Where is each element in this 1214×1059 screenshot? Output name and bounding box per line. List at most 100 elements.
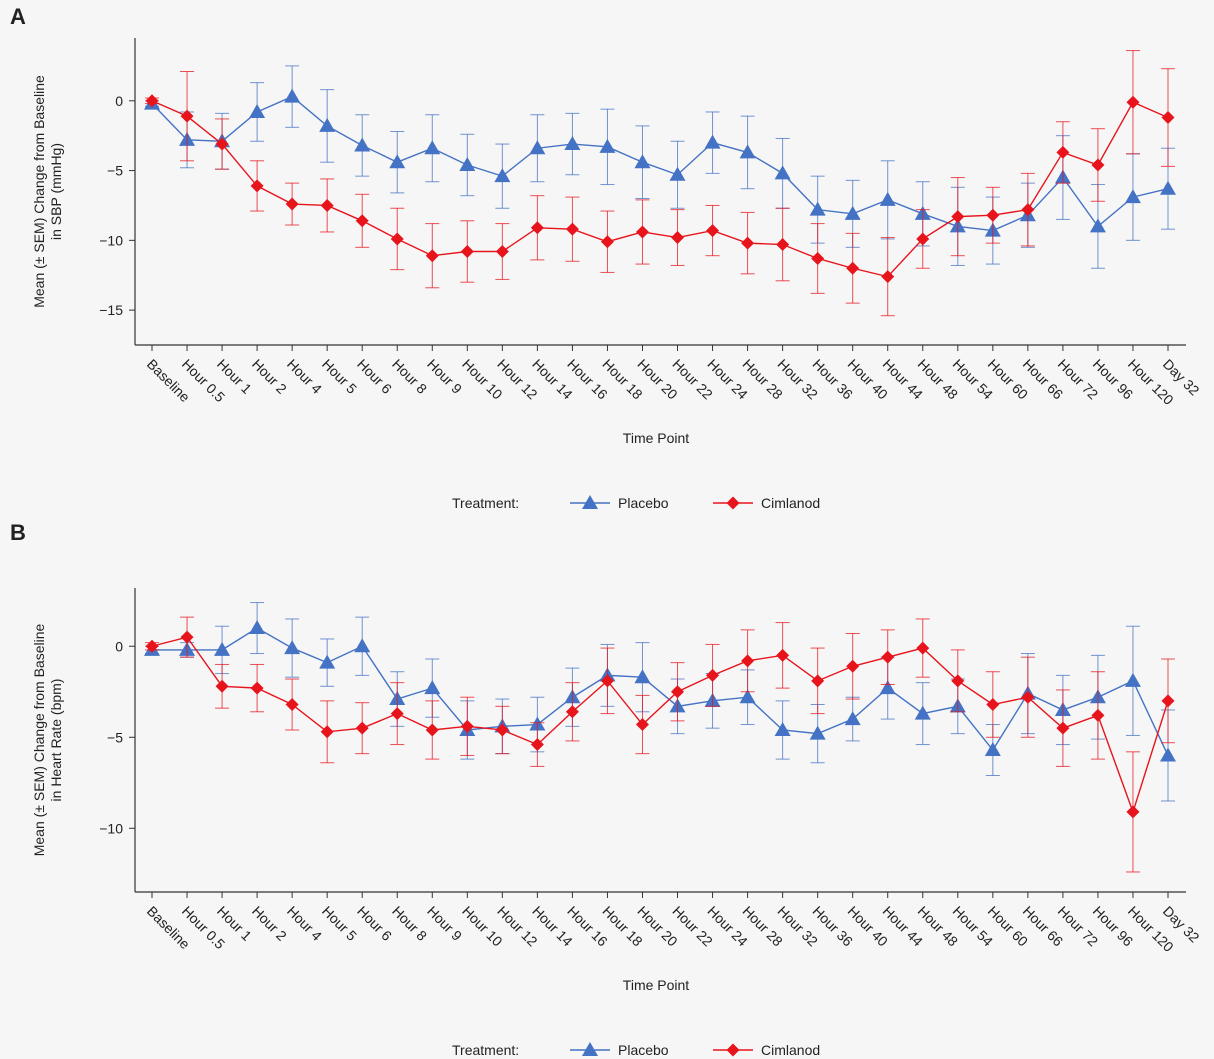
data-point bbox=[600, 674, 614, 688]
x-tick-label: Hour 4 bbox=[284, 356, 325, 397]
legend-title: Treatment: bbox=[452, 1042, 519, 1058]
data-point bbox=[881, 270, 895, 284]
data-point bbox=[1091, 708, 1105, 722]
data-point bbox=[530, 738, 544, 752]
data-point bbox=[914, 705, 931, 720]
x-tick-label: Hour 6 bbox=[354, 356, 395, 397]
data-point bbox=[319, 117, 336, 132]
data-point bbox=[1161, 694, 1175, 708]
data-point bbox=[844, 205, 861, 220]
x-tick-label: Hour 2 bbox=[249, 903, 290, 944]
y-tick-label: 0 bbox=[115, 93, 123, 109]
data-point bbox=[951, 210, 965, 224]
data-point bbox=[494, 168, 511, 183]
data-point bbox=[984, 742, 1001, 757]
data-point bbox=[1160, 747, 1176, 762]
data-point bbox=[1056, 145, 1070, 159]
x-tick-label: Hour 4 bbox=[284, 903, 325, 944]
data-point bbox=[180, 109, 194, 123]
data-point bbox=[1161, 111, 1175, 125]
data-point bbox=[811, 251, 825, 265]
data-point bbox=[1091, 158, 1105, 172]
series-line bbox=[151, 100, 1169, 278]
data-point bbox=[809, 201, 826, 216]
data-point bbox=[425, 723, 439, 737]
data-point bbox=[460, 719, 474, 733]
data-point bbox=[1126, 95, 1140, 109]
y-tick-label: −10 bbox=[99, 232, 123, 248]
data-point bbox=[986, 698, 1000, 712]
data-point bbox=[986, 208, 1000, 222]
data-point bbox=[879, 191, 896, 206]
data-point bbox=[776, 648, 790, 662]
data-point bbox=[634, 669, 651, 684]
data-point bbox=[424, 680, 441, 695]
data-point bbox=[951, 674, 965, 688]
data-point bbox=[424, 140, 441, 155]
data-point bbox=[529, 140, 546, 155]
data-point bbox=[1160, 180, 1176, 195]
legend-label-placebo: Placebo bbox=[618, 1042, 669, 1058]
data-point bbox=[1089, 218, 1106, 233]
y-tick-label: −10 bbox=[99, 820, 123, 836]
y-axis-label: Mean (± SEM) Change from Baselinein Hear… bbox=[31, 624, 64, 857]
data-point bbox=[671, 231, 685, 245]
data-point bbox=[564, 136, 581, 151]
data-point bbox=[180, 630, 194, 644]
data-point bbox=[846, 261, 860, 275]
data-point bbox=[669, 166, 686, 181]
data-point bbox=[495, 723, 509, 737]
data-point bbox=[881, 650, 895, 664]
legend-swatch-marker bbox=[582, 1042, 598, 1056]
y-tick-label: −15 bbox=[99, 302, 123, 318]
legend-title: Treatment: bbox=[452, 495, 519, 511]
data-point bbox=[250, 179, 264, 193]
data-point bbox=[704, 134, 721, 149]
x-tick-label: Hour 8 bbox=[389, 903, 430, 944]
data-point bbox=[916, 232, 930, 246]
data-point bbox=[215, 679, 229, 693]
data-point bbox=[1124, 189, 1141, 204]
data-point bbox=[145, 94, 159, 108]
data-point bbox=[355, 721, 369, 735]
data-point bbox=[879, 680, 896, 695]
data-point bbox=[811, 674, 825, 688]
data-point bbox=[809, 725, 826, 740]
data-point bbox=[249, 103, 266, 118]
data-point bbox=[1056, 721, 1070, 735]
data-point bbox=[530, 221, 544, 235]
x-tick-label: Hour 5 bbox=[319, 903, 360, 944]
y-axis-label-line: Mean (± SEM) Change from Baseline bbox=[31, 75, 47, 308]
data-point bbox=[1021, 203, 1035, 217]
data-point bbox=[565, 705, 579, 719]
data-point bbox=[739, 144, 756, 159]
data-point bbox=[460, 245, 474, 259]
chart-panel-a: 0 −5 −10 −15 Mean (± SEM) Change from Baseli… bbox=[31, 38, 1203, 511]
data-point bbox=[706, 668, 720, 682]
legend-label-placebo: Placebo bbox=[618, 495, 669, 511]
data-point bbox=[565, 222, 579, 236]
data-point bbox=[1126, 805, 1140, 819]
data-point bbox=[600, 235, 614, 249]
data-point bbox=[1124, 672, 1141, 687]
data-point bbox=[599, 138, 616, 153]
legend-swatch-marker bbox=[582, 495, 598, 509]
legend: Treatment: Placebo Cimlanod bbox=[452, 495, 820, 511]
y-tick-label: 0 bbox=[115, 638, 123, 654]
data-point bbox=[634, 154, 651, 169]
data-point bbox=[706, 224, 720, 238]
x-tick-label: Hour 5 bbox=[319, 356, 360, 397]
y-axis-label: Mean (± SEM) Change from Baselinein SBP … bbox=[31, 75, 64, 308]
data-point bbox=[425, 249, 439, 263]
data-point bbox=[320, 198, 334, 212]
series-placebo bbox=[144, 602, 1176, 802]
data-point bbox=[774, 721, 791, 736]
data-point bbox=[214, 641, 231, 656]
series-cimlanod bbox=[145, 50, 1175, 317]
data-point bbox=[320, 725, 334, 739]
chart-panel-b: 0 −5 −10 Mean (± SEM) Change from Baselinei… bbox=[31, 588, 1203, 1058]
legend-label-cimlanod: Cimlanod bbox=[761, 495, 820, 511]
data-point bbox=[249, 620, 266, 635]
data-point bbox=[846, 659, 860, 673]
